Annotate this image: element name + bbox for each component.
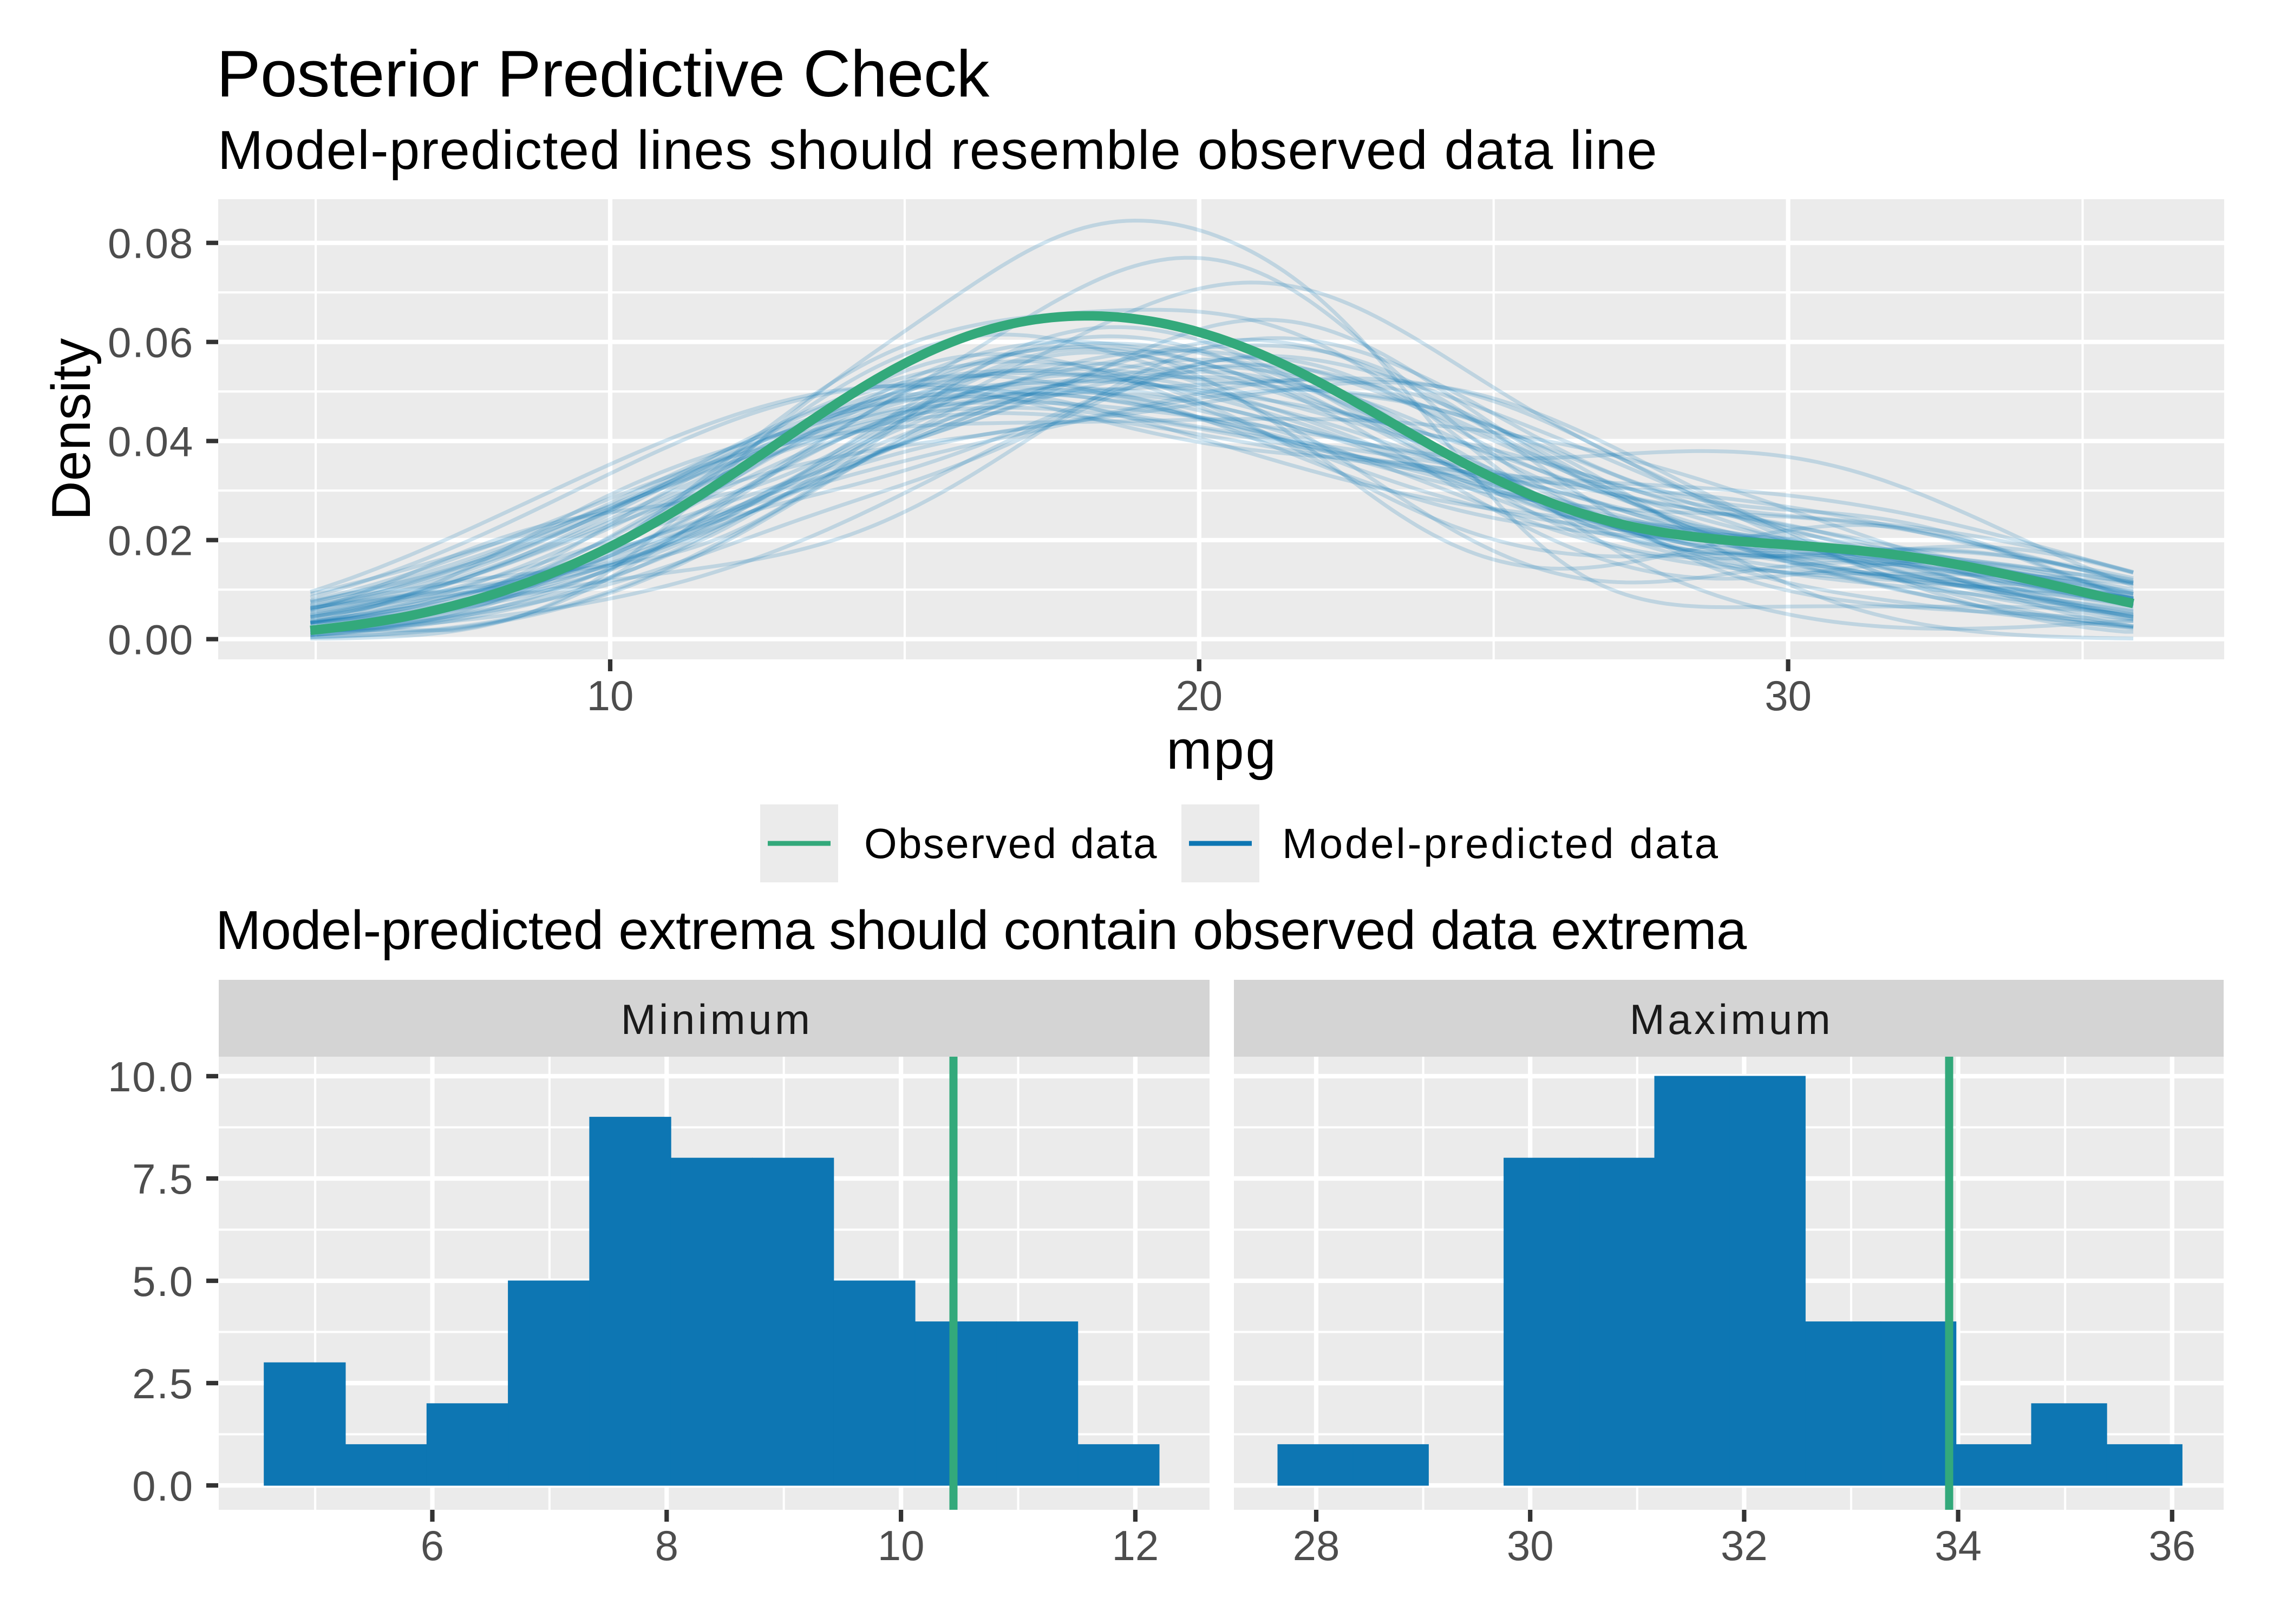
svg-text:6: 6 bbox=[421, 1522, 444, 1569]
svg-text:Model-predicted lines should r: Model-predicted lines should resemble ob… bbox=[218, 120, 1658, 181]
svg-text:5.0: 5.0 bbox=[132, 1258, 194, 1305]
svg-text:30: 30 bbox=[1507, 1522, 1554, 1569]
svg-text:32: 32 bbox=[1721, 1522, 1768, 1569]
svg-text:Posterior Predictive Check: Posterior Predictive Check bbox=[217, 37, 990, 110]
svg-text:28: 28 bbox=[1293, 1522, 1340, 1569]
svg-text:Observed data: Observed data bbox=[864, 820, 1158, 867]
svg-text:10: 10 bbox=[878, 1522, 925, 1569]
svg-text:7.5: 7.5 bbox=[132, 1155, 194, 1203]
svg-text:0.08: 0.08 bbox=[108, 220, 194, 267]
svg-text:10: 10 bbox=[587, 672, 634, 719]
svg-text:0.0: 0.0 bbox=[132, 1462, 194, 1510]
svg-text:0.02: 0.02 bbox=[108, 517, 194, 565]
svg-text:10.0: 10.0 bbox=[108, 1053, 194, 1101]
svg-text:0.06: 0.06 bbox=[108, 319, 194, 366]
svg-text:Maximum: Maximum bbox=[1630, 996, 1834, 1043]
svg-text:0.04: 0.04 bbox=[108, 418, 194, 466]
svg-text:34: 34 bbox=[1935, 1522, 1982, 1569]
svg-text:0.00: 0.00 bbox=[108, 616, 194, 664]
svg-text:2.5: 2.5 bbox=[132, 1360, 194, 1407]
svg-text:8: 8 bbox=[655, 1522, 678, 1569]
svg-text:Minimum: Minimum bbox=[621, 996, 813, 1043]
svg-text:Density: Density bbox=[41, 338, 102, 520]
svg-text:20: 20 bbox=[1175, 672, 1223, 719]
svg-text:mpg: mpg bbox=[1166, 720, 1277, 781]
svg-text:30: 30 bbox=[1765, 672, 1812, 719]
svg-text:36: 36 bbox=[2148, 1522, 2195, 1569]
svg-text:12: 12 bbox=[1112, 1522, 1159, 1569]
svg-text:Model-predicted data: Model-predicted data bbox=[1282, 820, 1720, 867]
svg-text:Model-predicted extrema should: Model-predicted extrema should contain o… bbox=[215, 900, 1747, 961]
